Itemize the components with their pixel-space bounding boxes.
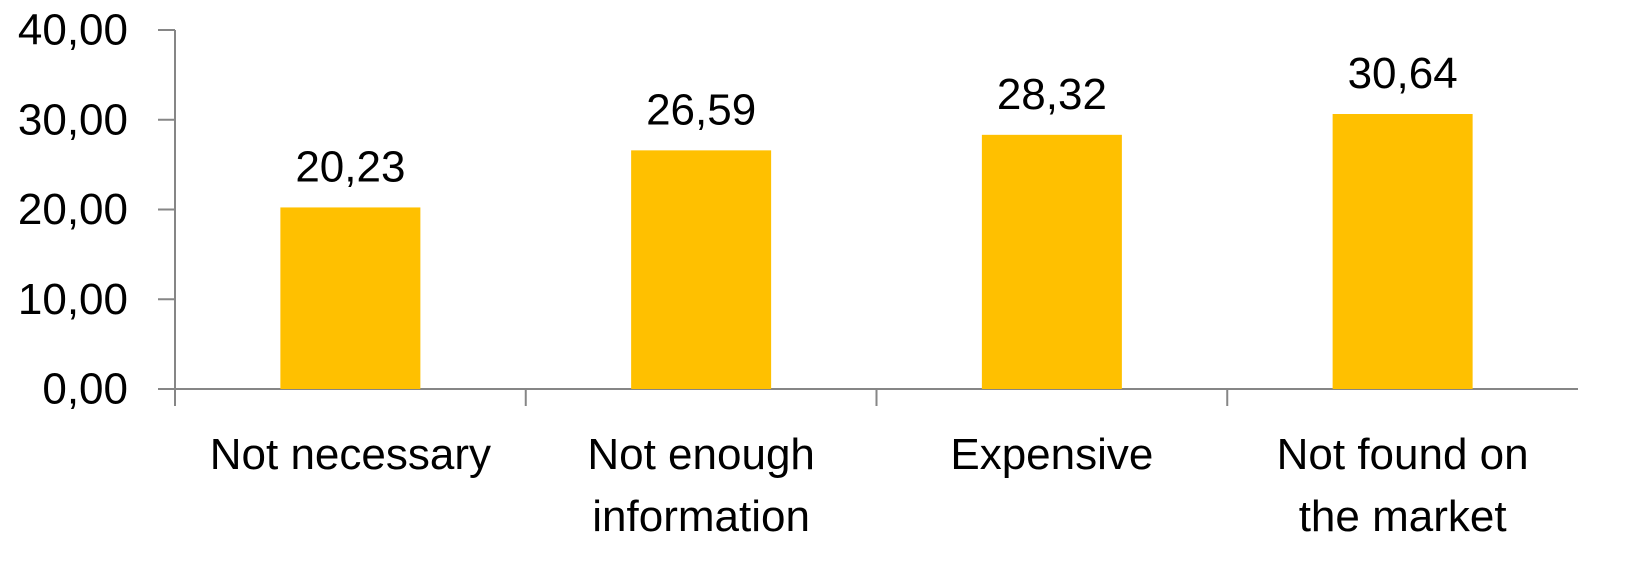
bar [280, 207, 420, 389]
category-labels: Not necessary Not enough information Expens… [210, 430, 1529, 541]
data-label: 26,59 [646, 85, 756, 134]
y-tick-label: 20,00 [18, 185, 128, 234]
x-tick-label-line: information [592, 492, 810, 541]
x-axis [175, 389, 1578, 406]
bar [982, 135, 1122, 389]
x-tick-label-line: Expensive [950, 430, 1153, 479]
x-tick-label: Not necessary [210, 430, 491, 479]
data-label: 20,23 [295, 142, 405, 191]
data-label: 30,64 [1348, 49, 1458, 98]
x-tick-label: Not found on the market [1277, 430, 1529, 541]
y-tick-label: 0,00 [42, 365, 128, 414]
x-tick-label: Expensive [950, 430, 1153, 479]
y-axis: 0,00 10,00 20,00 30,00 40,00 [18, 6, 175, 414]
bars [280, 114, 1472, 389]
y-tick-label: 30,00 [18, 95, 128, 144]
x-tick-label-line: the market [1299, 492, 1507, 541]
x-tick-label-line: Not necessary [210, 430, 491, 479]
bar [631, 150, 771, 389]
data-labels: 20,23 26,59 28,32 30,64 [295, 49, 1457, 191]
x-tick-label: Not enough information [587, 430, 815, 541]
x-tick-label-line: Not found on [1277, 430, 1529, 479]
y-tick-label: 10,00 [18, 275, 128, 324]
y-tick-label: 40,00 [18, 6, 128, 55]
bar [1333, 114, 1473, 389]
data-label: 28,32 [997, 70, 1107, 119]
x-tick-label-line: Not enough [587, 430, 815, 479]
